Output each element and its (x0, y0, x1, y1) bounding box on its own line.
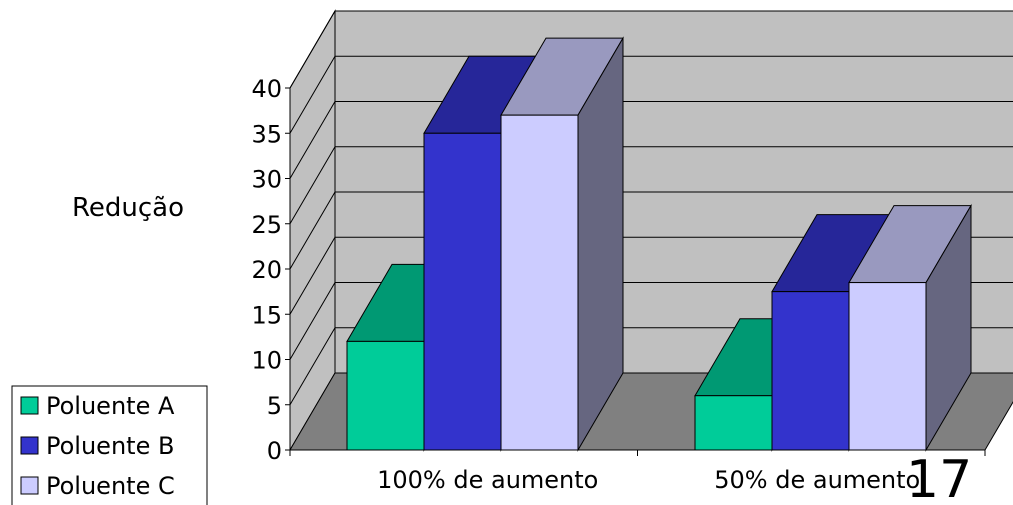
bar-front (500, 114, 579, 451)
bar-front (694, 395, 773, 451)
gridline (289, 236, 1013, 315)
gridline (289, 101, 1013, 179)
gridline (289, 10, 1013, 89)
bar-front (346, 340, 425, 451)
x-tick-label: 100% de aumento (377, 466, 598, 494)
legend-swatch (20, 396, 39, 415)
bar-front (848, 282, 927, 451)
page-number: 17 (906, 450, 972, 505)
gridline (289, 146, 1013, 225)
y-axis-label: Redução (72, 193, 184, 223)
y-tick-label: 35 (251, 120, 282, 148)
y-tick-label: 0 (267, 437, 282, 465)
bar-front (423, 132, 502, 451)
x-tick-label: 50% de aumento (714, 466, 920, 494)
legend-label: Poluente A (46, 392, 175, 420)
legend-swatch (20, 476, 39, 495)
y-axis: 0 5 10 15 20 25 30 35 40 (251, 75, 291, 465)
x-axis: 100% de aumento 50% de aumento (289, 449, 986, 494)
legend-swatch (20, 436, 39, 455)
y-tick-label: 40 (251, 75, 282, 103)
legend: Poluente A Poluente B Poluente C (11, 385, 208, 505)
y-tick-label: 25 (251, 211, 282, 239)
bars (346, 36, 972, 452)
gridline (289, 55, 1013, 134)
y-tick-label: 30 (251, 166, 282, 194)
legend-label: Poluente C (46, 472, 175, 500)
gridline (289, 191, 1013, 270)
gridlines (289, 10, 1013, 406)
bar-front (771, 291, 850, 451)
legend-label: Poluente B (46, 432, 174, 460)
y-tick-label: 20 (251, 256, 282, 284)
legend-box (11, 385, 208, 505)
y-tick-label: 15 (251, 301, 282, 329)
y-tick-label: 5 (267, 392, 282, 420)
bar (848, 203, 972, 452)
bar (500, 36, 624, 452)
y-tick-label: 10 (251, 347, 282, 375)
